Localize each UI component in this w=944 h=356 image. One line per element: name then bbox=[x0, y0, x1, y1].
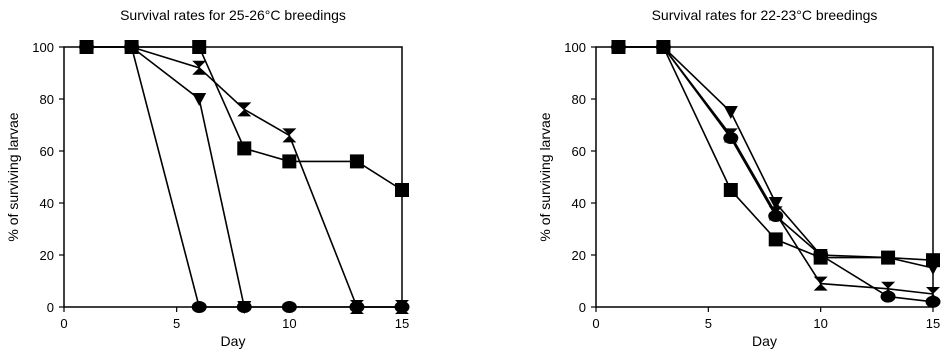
chart-22-23c: Survival rates for 22-23°C breedings Day… bbox=[537, 7, 941, 349]
plot-frame bbox=[63, 46, 403, 308]
series-hourglass bbox=[79, 40, 409, 314]
marker-square bbox=[768, 232, 783, 247]
series-line bbox=[86, 46, 403, 191]
marker-circle bbox=[79, 41, 95, 53]
y-tick-label: 40 bbox=[572, 196, 586, 211]
marker-circle bbox=[191, 301, 207, 313]
x-tick-label: 15 bbox=[395, 316, 409, 331]
marker-triangle-down bbox=[192, 93, 207, 106]
marker-hourglass bbox=[813, 276, 828, 291]
x-tick-label: 10 bbox=[813, 316, 827, 331]
marker-triangle-down bbox=[926, 262, 940, 275]
marker-circle bbox=[124, 41, 140, 53]
marker-circle bbox=[394, 301, 410, 313]
x-tick-label: 5 bbox=[705, 316, 712, 331]
marker-square bbox=[349, 154, 364, 169]
x-axis-label: Day bbox=[221, 333, 246, 349]
marker-circle bbox=[349, 301, 365, 313]
marker-hourglass bbox=[192, 60, 207, 75]
series-square bbox=[611, 40, 940, 268]
marker-circle bbox=[236, 301, 252, 313]
marker-circle bbox=[925, 295, 941, 308]
chart-title: Survival rates for 25-26°C breedings bbox=[120, 7, 346, 23]
marker-square bbox=[282, 154, 297, 169]
marker-triangle-down bbox=[881, 251, 896, 265]
y-tick-label: 60 bbox=[572, 144, 586, 159]
marker-circle bbox=[281, 301, 297, 313]
marker-hourglass bbox=[237, 102, 252, 117]
y-tick-label: 100 bbox=[564, 40, 586, 55]
marker-square bbox=[192, 40, 207, 54]
marker-square bbox=[723, 183, 738, 197]
marker-hourglass bbox=[282, 128, 297, 143]
y-tick-label: 0 bbox=[47, 300, 54, 315]
series-line bbox=[86, 46, 402, 308]
y-tick-label: 20 bbox=[40, 248, 54, 263]
series-circle bbox=[79, 41, 410, 313]
y-tick-label: 100 bbox=[32, 40, 54, 55]
marker-circle bbox=[768, 210, 784, 222]
series-square bbox=[79, 40, 409, 197]
marker-triangle-down bbox=[768, 197, 783, 210]
y-tick-label: 80 bbox=[40, 92, 54, 107]
series-line bbox=[618, 46, 934, 261]
marker-circle bbox=[723, 132, 739, 144]
y-tick-label: 0 bbox=[579, 300, 586, 315]
y-tick-label: 60 bbox=[40, 144, 54, 159]
x-tick-label: 0 bbox=[60, 316, 67, 331]
marker-circle bbox=[655, 41, 671, 53]
chart-title: Survival rates for 22-23°C breedings bbox=[652, 7, 878, 23]
series-circle bbox=[610, 41, 941, 308]
y-tick-label: 40 bbox=[40, 196, 54, 211]
y-tick-label: 20 bbox=[572, 248, 586, 263]
marker-triangle-down bbox=[723, 106, 738, 119]
marker-circle bbox=[880, 290, 896, 303]
x-tick-label: 0 bbox=[592, 316, 599, 331]
plot-frame bbox=[595, 46, 934, 308]
x-tick-label: 10 bbox=[282, 316, 296, 331]
marker-square bbox=[237, 141, 252, 156]
y-tick-label: 80 bbox=[572, 92, 586, 107]
marker-circle bbox=[610, 41, 626, 53]
x-tick-label: 5 bbox=[173, 316, 180, 331]
marker-square bbox=[395, 183, 409, 197]
x-tick-label: 15 bbox=[926, 316, 940, 331]
series-line bbox=[86, 46, 402, 308]
marker-circle bbox=[813, 249, 829, 261]
y-axis-label: % of surviving larvae bbox=[537, 112, 553, 241]
chart-25-26c: Survival rates for 25-26°C breedings Day… bbox=[5, 7, 410, 349]
x-axis-label: Day bbox=[752, 333, 777, 349]
y-axis-label: % of surviving larvae bbox=[5, 112, 21, 241]
